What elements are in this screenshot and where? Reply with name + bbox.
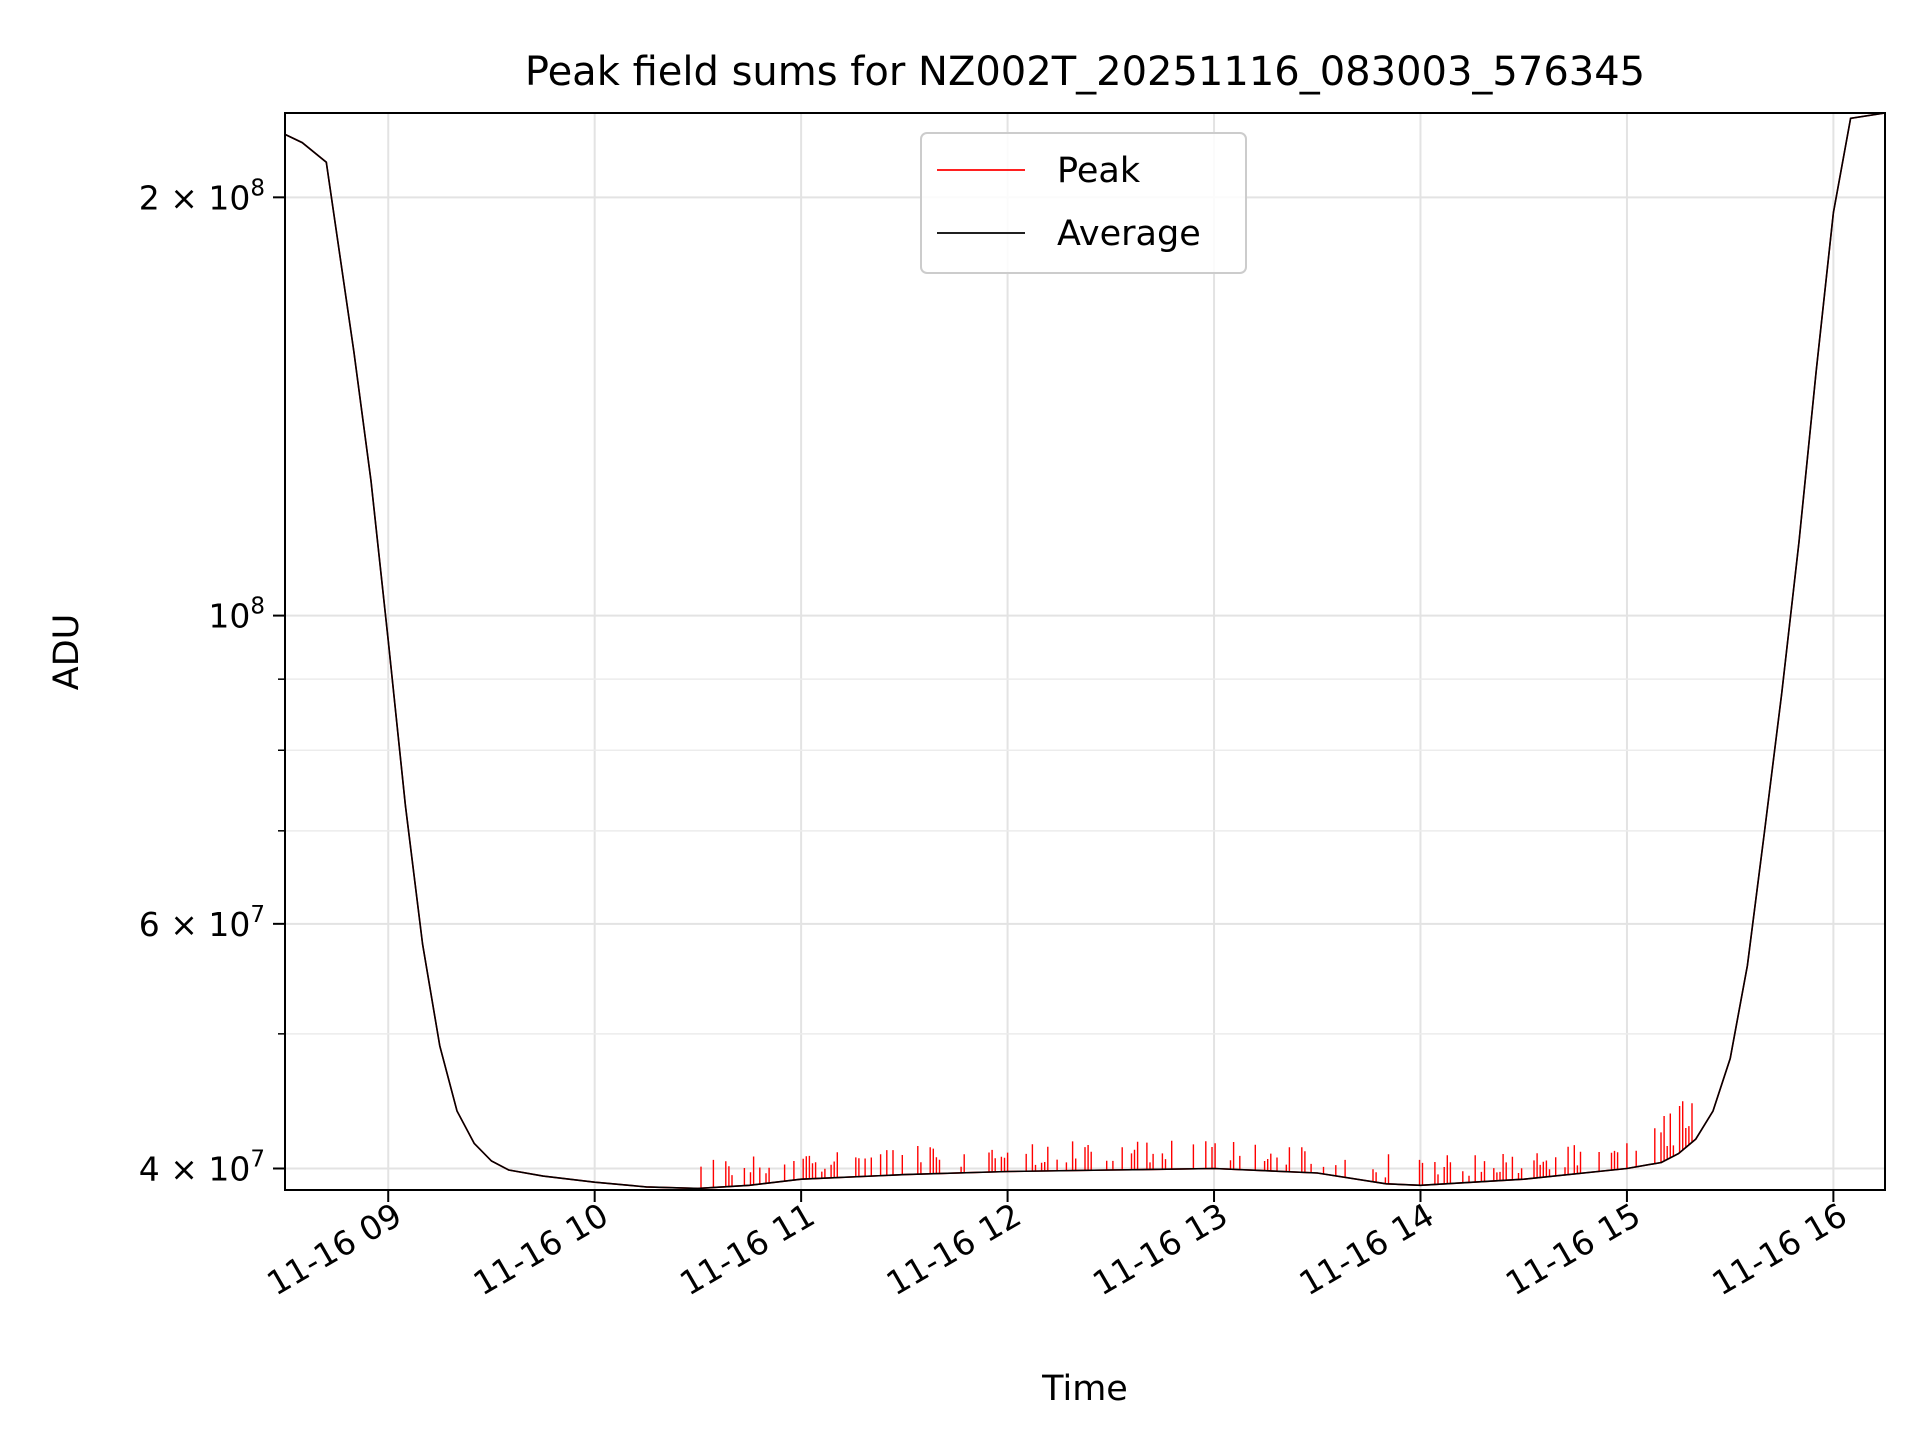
x-axis-label: Time	[1041, 1369, 1128, 1409]
chart-title: Peak field sums for NZ002T_20251116_0830…	[525, 49, 1645, 95]
legend-label-peak: Peak	[1057, 151, 1141, 191]
y-tick-label: 4 × 107	[139, 1147, 265, 1189]
legend-label-average: Average	[1057, 214, 1201, 254]
y-axis-label: ADU	[47, 614, 87, 691]
y-tick-label: 2 × 108	[139, 175, 265, 217]
y-tick-label: 108	[208, 594, 265, 636]
plot-frame	[284, 112, 1886, 1191]
series-spikes-peak	[700, 1101, 1693, 1189]
legend: Peak Average	[920, 132, 1247, 274]
series-line-average	[284, 112, 1886, 1190]
legend-box	[920, 132, 1247, 274]
plot-series	[284, 112, 1886, 1190]
grid	[285, 113, 1885, 1190]
y-tick-label: 6 × 107	[139, 902, 265, 944]
